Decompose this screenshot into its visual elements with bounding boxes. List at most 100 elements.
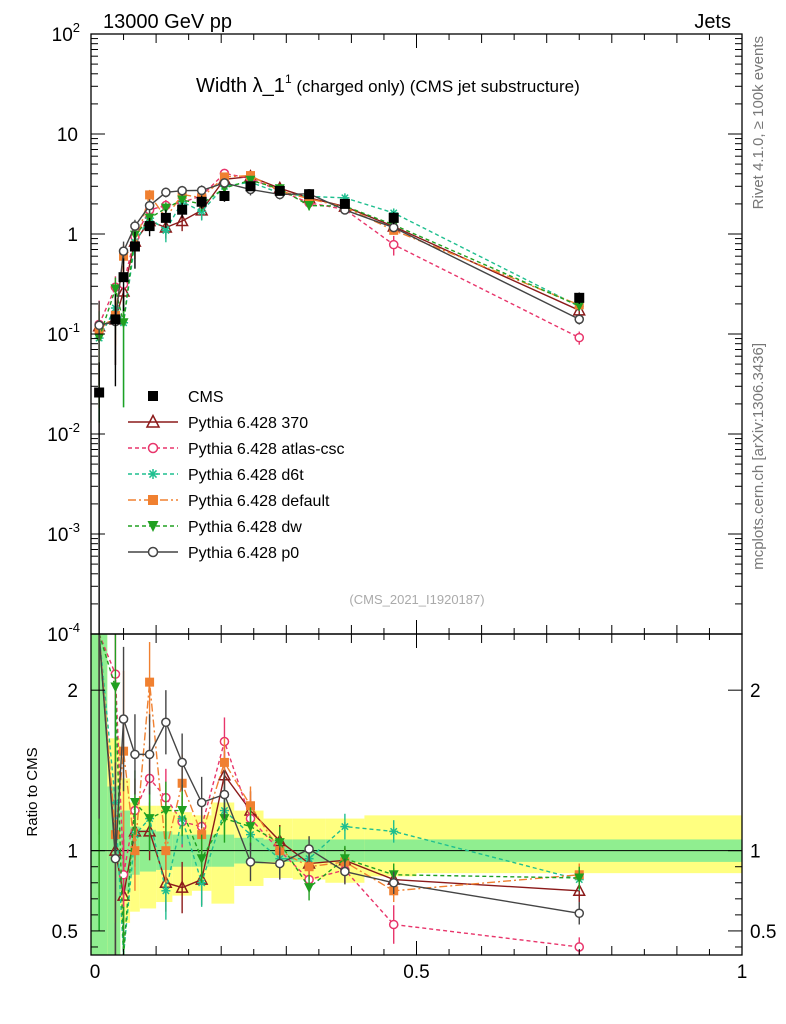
side-label-mcplots: mcplots.cern.ch [arXiv:1306.3436]	[750, 343, 767, 570]
ratio-point-marker	[177, 806, 188, 816]
side-label-rivet: Rivet 4.1.0, ≥ 100k events	[750, 36, 767, 209]
ratio-point-marker	[196, 797, 207, 808]
ratio-point-marker	[574, 908, 585, 919]
main-point-marker	[118, 246, 129, 256]
main-point-marker	[177, 195, 188, 206]
ratio-point-marker	[245, 857, 256, 867]
ratio-point-marker	[110, 853, 121, 864]
main-point-marker	[130, 221, 140, 231]
legend-label: Pythia 6.428 370	[188, 415, 308, 432]
y-tick-label: 102	[52, 20, 80, 46]
ratio-y-tick-label-right: 2	[750, 681, 761, 702]
y-tick-label: 1	[67, 225, 78, 246]
star-marker-stroke	[162, 226, 170, 235]
ratio-point-marker	[130, 749, 140, 760]
ratio-point-marker	[161, 717, 171, 728]
ratio-point-marker	[177, 757, 187, 768]
main-point-marker	[574, 314, 585, 325]
header-collision-label: 13000 GeV pp	[103, 11, 232, 33]
main-plot-series	[92, 168, 586, 634]
main-point-marker	[219, 172, 229, 182]
ratio-point-marker	[219, 814, 230, 824]
legend-marker	[147, 442, 159, 454]
x-tick-label: 0	[90, 962, 101, 983]
legend-label: Pythia 6.428 p0	[188, 545, 299, 562]
legend-entry-2: Pythia 6.428 atlas-csc	[128, 441, 345, 458]
legend-label: CMS	[188, 389, 224, 406]
data-point-marker	[388, 212, 399, 223]
legend-entry-6: Pythia 6.428 p0	[128, 545, 299, 562]
data-point-marker	[245, 181, 256, 192]
legend-label: Pythia 6.428 atlas-csc	[188, 441, 345, 458]
ratio-point-marker	[388, 919, 399, 930]
legend-marker	[148, 495, 158, 505]
y-tick-label-base: 10	[52, 25, 73, 46]
y-tick-label-exponent: 2	[73, 20, 80, 35]
ratio-point-marker	[145, 677, 155, 687]
plot-title-suffix: (charged only) (CMS jet substructure)	[292, 77, 580, 96]
main-point-marker	[177, 185, 187, 196]
ratio-point-marker	[274, 858, 285, 869]
ratio-y-tick-label: 1	[67, 842, 78, 863]
legend-marker	[148, 391, 158, 401]
main-point-marker	[161, 187, 171, 198]
legend-marker	[148, 469, 158, 479]
main-point-marker	[160, 203, 171, 214]
data-point-marker	[118, 272, 129, 283]
ratio-plot-series	[98, 633, 586, 956]
legend-entry-0: CMS	[148, 389, 224, 406]
ratio-y-tick-label: 2	[67, 681, 78, 702]
main-point-marker	[145, 190, 155, 200]
main-point-marker	[245, 175, 256, 186]
y-tick-label: 10	[57, 125, 78, 146]
main-data-series	[94, 181, 585, 634]
analysis-label: (CMS_2021_I1920187)	[349, 592, 484, 607]
ratio-point-marker	[340, 866, 350, 877]
ratio-y-tick-label-right: 1	[750, 842, 761, 863]
plot-title-main: Width λ_1	[196, 75, 285, 97]
ratio-point-marker	[572, 883, 586, 897]
ratio-point-marker	[144, 814, 155, 824]
plot-title: Width λ_11 (charged only) (CMS jet subst…	[196, 72, 580, 97]
main-point-marker	[94, 320, 104, 331]
main-point-marker	[574, 332, 585, 343]
y-tick-label: 10-2	[47, 420, 80, 446]
star-marker-stroke	[390, 827, 398, 836]
data-point-marker	[144, 221, 155, 232]
main-point-marker	[144, 200, 155, 211]
ratio-point-marker	[129, 798, 140, 808]
ratio-point-marker	[219, 757, 229, 767]
main-point-marker	[245, 171, 255, 181]
legend-marker	[147, 546, 159, 558]
ratio-y-tick-label-right: 0.5	[750, 922, 776, 943]
data-point-marker	[274, 185, 285, 196]
y-tick-label-base: 10	[47, 525, 68, 546]
ratio-y-tick-label: 0.5	[52, 922, 78, 943]
main-point-marker	[196, 185, 207, 196]
ratio-point-marker	[196, 854, 207, 865]
main-point-marker	[219, 178, 230, 188]
ratio-point-marker	[340, 822, 350, 832]
data-point-marker	[574, 292, 585, 303]
y-tick-label-base: 10	[47, 425, 68, 446]
y-tick-label-exponent: -2	[68, 420, 80, 435]
y-tick-label-exponent: -1	[68, 320, 80, 335]
data-point-marker	[304, 189, 315, 200]
y-tick-label: 10-1	[47, 320, 80, 346]
ratio-point-marker	[304, 862, 314, 872]
ratio-point-marker	[118, 714, 129, 724]
ratio-point-marker	[161, 846, 171, 856]
main-point-marker	[388, 239, 399, 250]
ratio-point-marker	[304, 844, 314, 854]
star-marker-stroke	[341, 822, 349, 831]
y-tick-label-exponent: -4	[68, 620, 80, 635]
ratio-point-marker	[161, 886, 171, 896]
ratio-point-marker	[175, 880, 189, 893]
star-marker-stroke	[162, 887, 170, 895]
ratio-point-marker	[574, 873, 585, 884]
x-tick-label: 0.5	[403, 962, 429, 983]
data-point-marker	[160, 212, 171, 223]
y-tick-label-base: 10	[47, 625, 68, 646]
